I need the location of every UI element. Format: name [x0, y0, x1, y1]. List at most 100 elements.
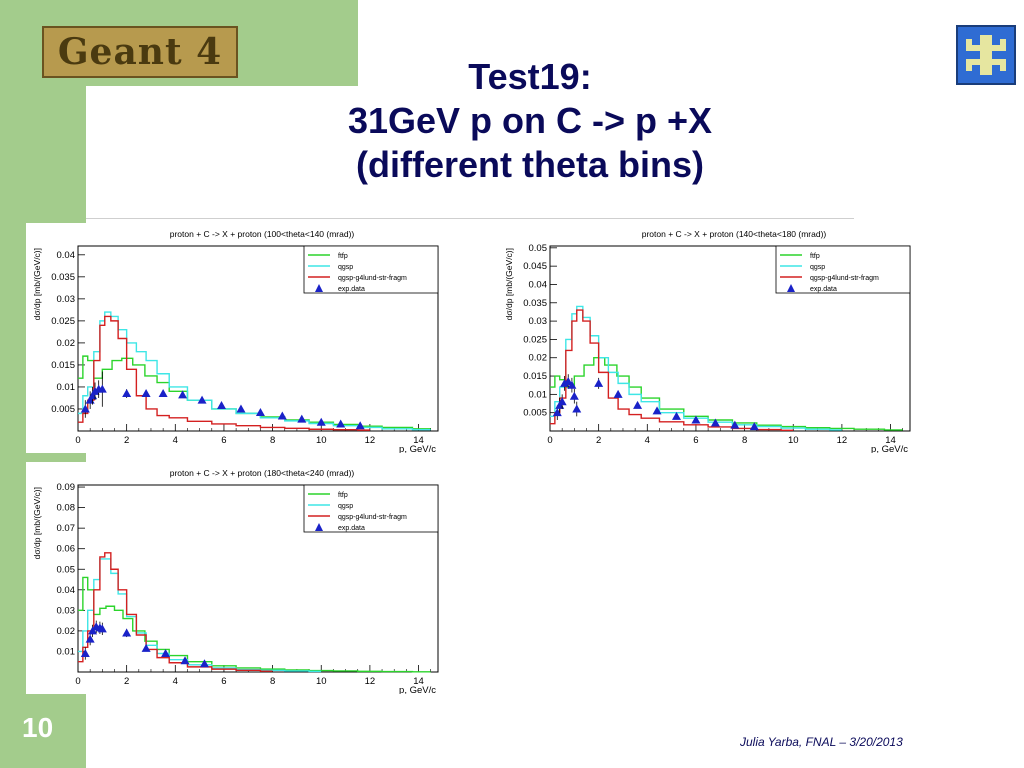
- title-line-1: Test19:: [468, 56, 592, 97]
- plot-panel-3: proton + C -> X + proton (180<theta<240 …: [26, 462, 446, 699]
- x-tick-label: 8: [270, 435, 275, 446]
- title-line-2: 31GeV p on C -> p +X: [347, 100, 713, 141]
- plot-theta-100-140: proton + C -> X + proton (100<theta<140 …: [26, 223, 446, 455]
- y-axis-label: dσ/dp [mb/(GeV/c)]: [32, 248, 42, 320]
- exp-data-point: [572, 404, 582, 413]
- legend-label: qgsp-g4lund-str-fragm: [338, 514, 407, 521]
- y-tick-label: 0.05: [57, 564, 76, 575]
- legend-box: [303, 484, 439, 533]
- exp-data-point: [316, 417, 326, 426]
- series-line-qgsp-g4lund-str-fragm: [78, 552, 273, 672]
- legend-label: ftfp: [810, 253, 820, 260]
- legend-marker: [315, 284, 323, 292]
- x-tick-label: 10: [316, 676, 327, 687]
- exp-data-point: [236, 404, 246, 413]
- geant4-logo-text: Geant 4: [57, 31, 223, 73]
- legend-marker: [315, 523, 323, 531]
- legend-label: ftfp: [338, 253, 348, 260]
- y-tick-label: 0.02: [57, 338, 76, 349]
- x-tick-label: 0: [75, 435, 80, 446]
- exp-data-point: [671, 411, 681, 420]
- legend-label: ftfp: [338, 492, 348, 499]
- y-tick-label: 0.025: [523, 334, 547, 345]
- exp-data-point: [180, 656, 190, 665]
- legend-label: exp.data: [338, 286, 365, 293]
- x-tick-label: 10: [788, 435, 799, 446]
- x-tick-label: 14: [413, 676, 424, 687]
- exp-data-point: [567, 380, 577, 389]
- legend-box: [775, 245, 911, 294]
- x-tick-label: 2: [124, 676, 129, 687]
- y-axis-label: dσ/dp [mb/(GeV/c)]: [504, 248, 514, 320]
- x-tick-label: 0: [547, 435, 552, 446]
- x-tick-label: 2: [124, 435, 129, 446]
- x-tick-label: 12: [837, 435, 848, 446]
- exp-data-point: [710, 418, 720, 427]
- footer-credit: Julia Yarba, FNAL – 3/20/2013: [740, 735, 903, 749]
- exp-data-point: [178, 390, 188, 399]
- x-axis-label: p, GeV/c: [399, 685, 436, 694]
- exp-data-point: [85, 634, 95, 643]
- exp-data-point: [141, 643, 151, 652]
- y-tick-label: 0.02: [57, 626, 76, 637]
- plot-frame: [77, 484, 439, 673]
- exp-data-point: [552, 408, 562, 417]
- y-tick-label: 0.09: [57, 482, 76, 493]
- plot-frame: [77, 245, 439, 432]
- plot-theta-140-180: proton + C -> X + proton (140<theta<180 …: [498, 223, 918, 455]
- y-tick-label: 0.03: [57, 294, 76, 305]
- legend-label: qgsp: [338, 503, 353, 510]
- y-tick-label: 0.06: [57, 544, 76, 555]
- series-line-ftfp: [78, 576, 431, 673]
- exp-data-point: [277, 411, 287, 420]
- page-number: 10: [22, 712, 54, 743]
- x-tick-label: 14: [413, 435, 424, 446]
- plot-theta-180-240: proton + C -> X + proton (180<theta<240 …: [26, 462, 446, 696]
- exp-data-point: [336, 419, 346, 428]
- x-tick-label: 4: [645, 435, 650, 446]
- corner-curve: [86, 86, 146, 146]
- exp-data-point: [199, 659, 209, 668]
- geant4-logo: Geant 4: [42, 26, 238, 78]
- y-tick-label: 0.05: [529, 243, 548, 254]
- exp-data-point: [355, 421, 365, 430]
- y-tick-label: 0.04: [57, 250, 76, 261]
- exp-data-point: [557, 397, 567, 406]
- y-tick-label: 0.01: [57, 646, 76, 657]
- x-tick-label: 6: [693, 435, 698, 446]
- exp-data-point: [197, 395, 207, 404]
- x-tick-label: 2: [596, 435, 601, 446]
- legend-box: [303, 245, 439, 294]
- y-tick-label: 0.03: [57, 605, 76, 616]
- legend-label: qgsp-g4lund-str-fragm: [810, 275, 879, 282]
- plot-panel-1: proton + C -> X + proton (100<theta<140 …: [26, 223, 446, 458]
- plot-panel-2: proton + C -> X + proton (140<theta<180 …: [498, 223, 918, 458]
- y-tick-label: 0.035: [51, 272, 75, 283]
- exp-data-point: [97, 624, 107, 633]
- exp-data-point: [569, 391, 579, 400]
- exp-data-point: [80, 649, 90, 658]
- fermilab-logo-icon: [956, 25, 1016, 85]
- y-tick-label: 0.03: [529, 316, 548, 327]
- legend-label: qgsp-g4lund-str-fragm: [338, 275, 407, 282]
- y-tick-label: 0.005: [51, 404, 75, 415]
- legend-marker: [787, 284, 795, 292]
- series-line-qgsp: [78, 558, 322, 673]
- divider-line: [86, 218, 854, 219]
- title-line-3: (different theta bins): [356, 144, 704, 185]
- exp-data-point: [122, 389, 132, 398]
- exp-data-point: [80, 404, 90, 413]
- plot-title: proton + C -> X + proton (100<theta<140 …: [170, 229, 355, 239]
- x-axis-label: p, GeV/c: [399, 444, 436, 453]
- y-tick-label: 0.01: [57, 382, 76, 393]
- x-axis-label: p, GeV/c: [871, 444, 908, 453]
- y-tick-label: 0.01: [529, 389, 548, 400]
- legend-label: exp.data: [338, 525, 365, 532]
- exp-data-point: [88, 626, 98, 635]
- exp-data-point: [161, 649, 171, 658]
- exp-data-point: [691, 415, 701, 424]
- legend-label: qgsp: [338, 264, 353, 271]
- exp-data-point: [633, 400, 643, 409]
- x-tick-label: 8: [270, 676, 275, 687]
- y-tick-label: 0.015: [523, 371, 547, 382]
